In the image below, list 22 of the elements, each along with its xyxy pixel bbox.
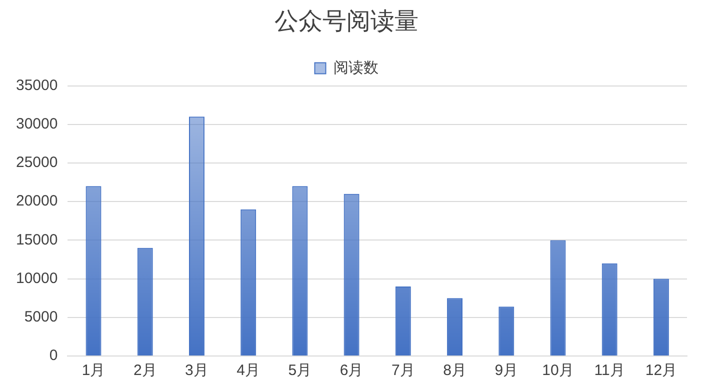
x-tick-label: 11月 <box>594 362 625 380</box>
y-tick-label: 0 <box>49 347 58 364</box>
x-tick-label: 4月 <box>236 362 260 380</box>
x-tick-label: 7月 <box>391 362 415 380</box>
x-tick-label: 2月 <box>133 362 157 380</box>
x-tick-label: 9月 <box>494 362 518 380</box>
x-tick-label: 10月 <box>542 362 574 380</box>
y-tick-label: 35000 <box>16 76 58 94</box>
x-tick-label: 5月 <box>288 362 312 380</box>
y-tick-label: 20000 <box>16 192 58 210</box>
y-tick-label: 30000 <box>16 116 58 133</box>
y-tick-label: 10000 <box>16 270 58 287</box>
x-tick-label: 1月 <box>82 362 106 380</box>
x-tick-label: 6月 <box>340 362 364 380</box>
x-tick-label: 12月 <box>645 362 678 380</box>
x-tick-label: 3月 <box>185 362 208 380</box>
chart-title: 公众号阅读量 <box>274 8 418 36</box>
x-tick-label: 8月 <box>443 362 466 380</box>
y-tick-label: 5000 <box>24 308 58 326</box>
y-tick-label: 25000 <box>16 154 58 172</box>
y-tick-label: 15000 <box>16 231 58 248</box>
legend-label: 阅读数 <box>333 59 378 76</box>
